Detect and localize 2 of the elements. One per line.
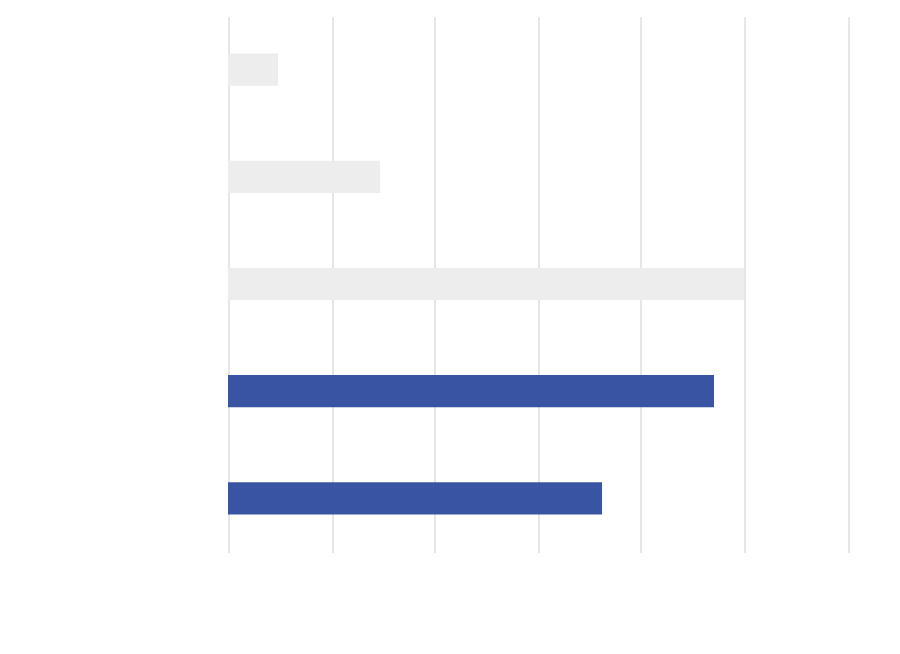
bar bbox=[228, 482, 603, 515]
bar bbox=[228, 375, 714, 408]
